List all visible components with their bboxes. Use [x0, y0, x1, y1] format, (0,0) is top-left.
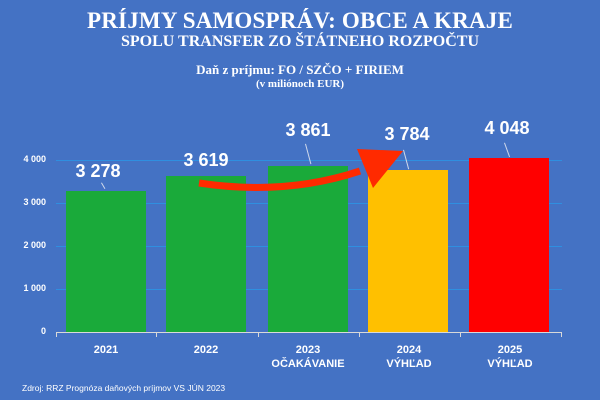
x-axis-tick	[56, 332, 57, 337]
x-label-2024: 2024 VÝHĽAD	[358, 343, 460, 371]
value-label-2022: 3 619	[183, 150, 229, 170]
x-label-year: 2022	[193, 344, 219, 356]
x-label-2023: 2023 OČAKÁVANIE	[257, 343, 359, 371]
bar-2025	[469, 158, 549, 332]
bar-2023	[268, 166, 348, 332]
x-label-2022: 2022	[155, 343, 257, 357]
unit-label: (v miliónoch EUR)	[256, 78, 344, 90]
bar-2022	[166, 176, 246, 332]
x-axis-tick	[258, 332, 259, 337]
x-label-2021: 2021	[55, 343, 157, 357]
ytick-label: 2 000	[23, 240, 46, 250]
bar-2021	[66, 191, 146, 332]
value-label-2023: 3 861	[285, 120, 331, 140]
x-axis-tick	[561, 332, 562, 337]
bar-2024	[368, 170, 448, 332]
x-label-year: 2023	[295, 344, 321, 356]
x-label-2025: 2025 VÝHĽAD	[459, 343, 561, 371]
value-label-2025: 4 048	[484, 118, 530, 138]
x-label-note: VÝHĽAD	[487, 358, 533, 370]
x-label-note: VÝHĽAD	[386, 358, 432, 370]
x-label-year: 2021	[93, 344, 119, 356]
x-axis-tick	[156, 332, 157, 337]
value-label-2021: 3 278	[75, 161, 121, 181]
x-label-note: OČAKÁVANIE	[271, 358, 345, 370]
x-label-year: 2024	[396, 344, 422, 356]
ytick-label: 1 000	[23, 283, 46, 293]
source-note: Zdroj: RRZ Prognóza daňových príjmov VS …	[22, 383, 226, 393]
x-label-year: 2025	[497, 344, 523, 356]
x-axis-tick	[359, 332, 360, 337]
series-title: Daň z príjmu: FO / SZČO + FIRIEM	[196, 62, 404, 77]
value-label-2024: 3 784	[384, 124, 430, 144]
ytick-label: 0	[40, 326, 46, 336]
chart-subtitle: SPOLU TRANSFER ZO ŠTÁTNEHO ROZPOČTU	[121, 33, 479, 50]
ytick-label: 3 000	[23, 197, 46, 207]
x-axis-line	[56, 332, 562, 333]
chart-title: PRÍJMY SAMOSPRÁV: OBCE A KRAJE	[87, 8, 513, 33]
ytick-label: 4 000	[23, 154, 46, 164]
x-axis-tick	[460, 332, 461, 337]
